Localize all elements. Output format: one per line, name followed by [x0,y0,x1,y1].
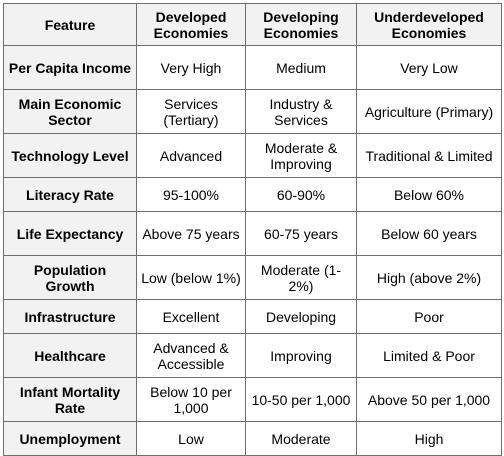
table-row: Healthcare Advanced & Accessible Improvi… [3,333,502,378]
table-row: Life Expectancy Above 75 years 60-75 yea… [3,211,502,256]
row-feature: Infant Mortality Rate [3,377,137,422]
cell-underdeveloped: Very Low [356,45,502,90]
comparison-table: Feature Developed Economies Developing E… [3,3,502,456]
header-feature: Feature [3,3,137,46]
cell-developing: Moderate (1-2%) [245,255,357,300]
cell-developing: 60-90% [245,177,357,212]
row-feature: Literacy Rate [3,177,137,212]
cell-developed: Very High [136,45,246,90]
cell-underdeveloped: Below 60% [356,177,502,212]
row-feature: Healthcare [3,333,137,378]
cell-developed: Excellent [136,299,246,334]
table-row: Infrastructure Excellent Developing Poor [3,299,502,334]
cell-developed: Advanced [136,133,246,178]
row-feature: Infrastructure [3,299,137,334]
table-row: Literacy Rate 95-100% 60-90% Below 60% [3,177,502,212]
cell-developing: 60-75 years [245,211,357,256]
header-underdeveloped: Underdeveloped Economies [356,3,502,46]
cell-underdeveloped: Poor [356,299,502,334]
header-developing: Developing Economies [245,3,357,46]
cell-underdeveloped: Below 60 years [356,211,502,256]
header-row: Feature Developed Economies Developing E… [3,3,502,46]
cell-underdeveloped: Agriculture (Primary) [356,89,502,134]
table-row: Per Capita Income Very High Medium Very … [3,45,502,90]
table-row: Population Growth Low (below 1%) Moderat… [3,255,502,300]
row-feature: Population Growth [3,255,137,300]
cell-developed: Low (below 1%) [136,255,246,300]
cell-underdeveloped: Above 50 per 1,000 [356,377,502,422]
cell-underdeveloped: High (above 2%) [356,255,502,300]
cell-developed: Low [136,421,246,456]
cell-developing: Medium [245,45,357,90]
row-feature: Life Expectancy [3,211,137,256]
cell-developed: Services (Tertiary) [136,89,246,134]
cell-developing: Improving [245,333,357,378]
row-feature: Per Capita Income [3,45,137,90]
table-row: Main Economic Sector Services (Tertiary)… [3,89,502,134]
table-row: Infant Mortality Rate Below 10 per 1,000… [3,377,502,422]
cell-developing: Developing [245,299,357,334]
row-feature: Unemployment [3,421,137,456]
cell-developing: 10-50 per 1,000 [245,377,357,422]
cell-underdeveloped: Traditional & Limited [356,133,502,178]
cell-developed: Advanced & Accessible [136,333,246,378]
cell-underdeveloped: Limited & Poor [356,333,502,378]
table-row: Unemployment Low Moderate High [3,421,502,456]
header-developed: Developed Economies [136,3,246,46]
cell-developing: Moderate [245,421,357,456]
cell-developed: 95-100% [136,177,246,212]
cell-developed: Above 75 years [136,211,246,256]
cell-developed: Below 10 per 1,000 [136,377,246,422]
table-row: Technology Level Advanced Moderate & Imp… [3,133,502,178]
row-feature: Main Economic Sector [3,89,137,134]
cell-underdeveloped: High [356,421,502,456]
row-feature: Technology Level [3,133,137,178]
cell-developing: Moderate & Improving [245,133,357,178]
cell-developing: Industry & Services [245,89,357,134]
